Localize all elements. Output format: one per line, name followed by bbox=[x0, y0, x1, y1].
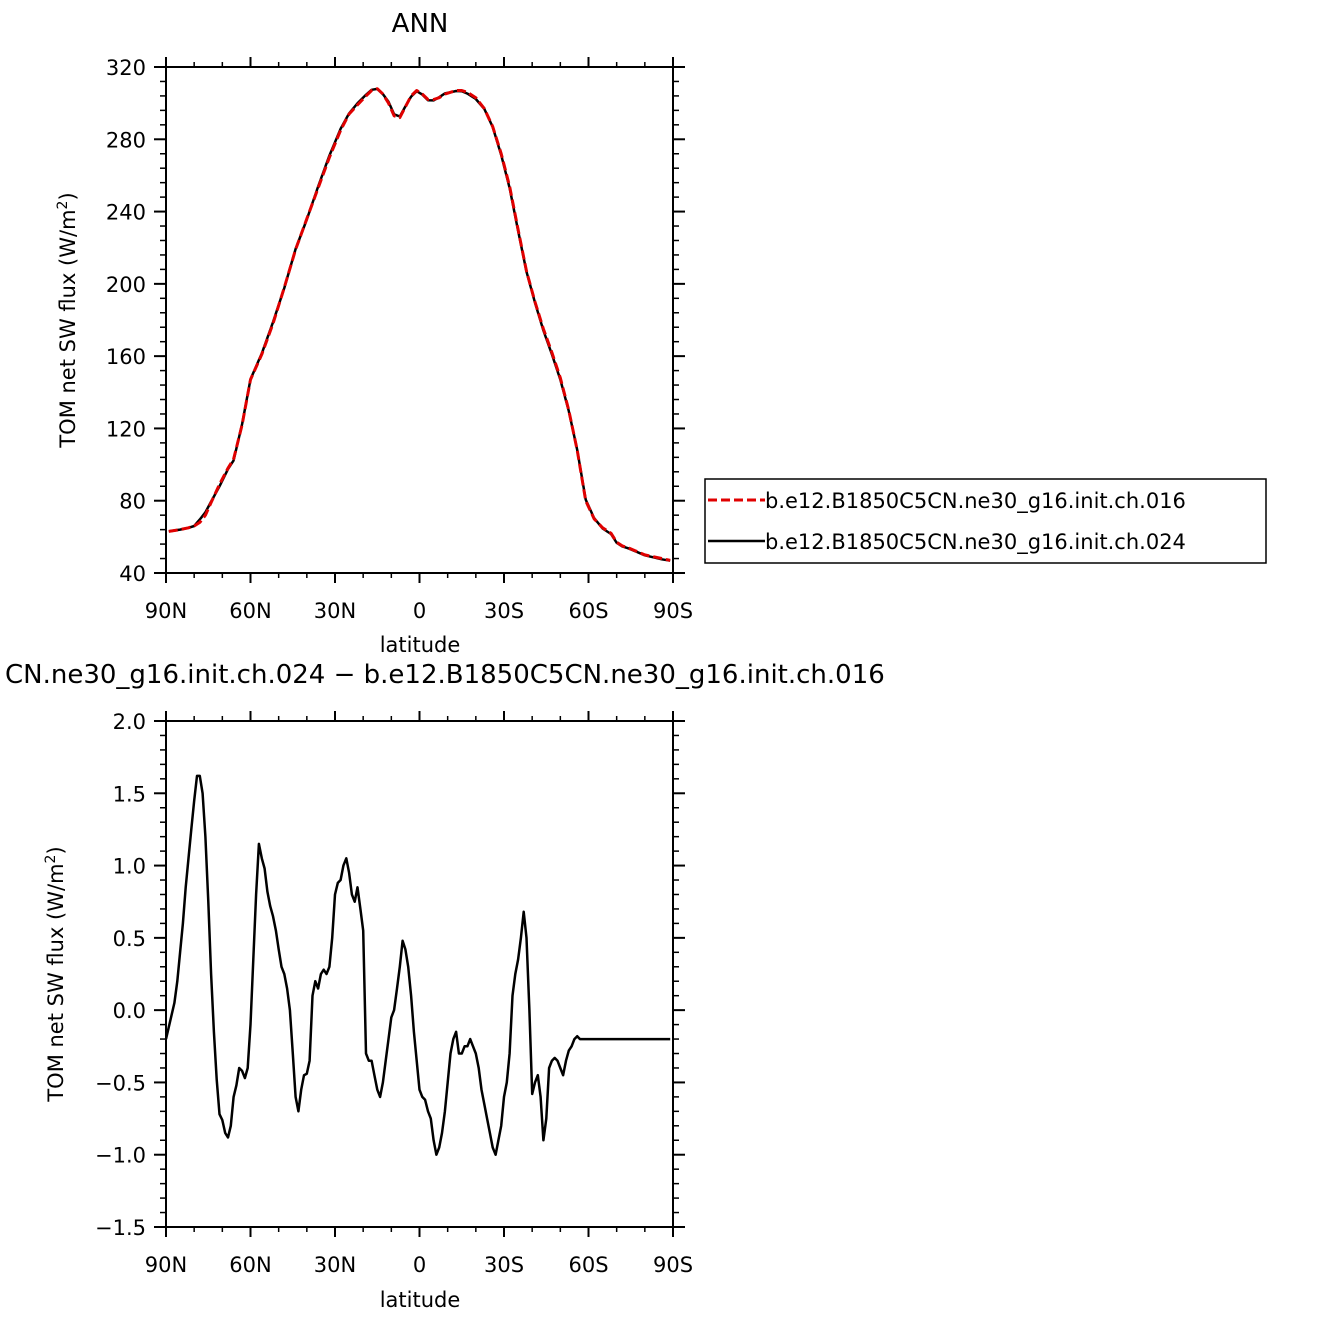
top-y-axis-label-superscript: 2 bbox=[55, 201, 71, 210]
bottom-series-lines bbox=[164, 774, 671, 1156]
bottom-y-axis-label-superscript: 2 bbox=[43, 855, 59, 864]
bottom-plot-frame bbox=[165, 720, 674, 1228]
top-y-axis-label-main: TOM net SW flux (W/m bbox=[56, 209, 80, 448]
legend-box bbox=[704, 478, 1267, 564]
bottom-y-tick-label: −1.0 bbox=[95, 1144, 146, 1168]
bottom-x-tick-label: 90N bbox=[145, 1253, 187, 1277]
top-chart-title: ANN bbox=[392, 9, 449, 39]
top-series-line-024 bbox=[168, 87, 671, 562]
bottom-y-tick-label: 1.5 bbox=[113, 782, 146, 806]
bottom-series-line-difference bbox=[164, 774, 671, 1156]
legend: b.e12.B1850C5CN.ne30_g16.init.ch.016 b.e… bbox=[704, 478, 1267, 564]
top-x-tick-label: 90S bbox=[653, 599, 693, 623]
top-y-tick-label: 80 bbox=[119, 490, 146, 514]
top-y-axis-label-close: ) bbox=[56, 192, 80, 200]
top-axis-ticks: 90N 60N 30N 0 30S 60S 90S 40 80 120 160 200 240 280 32… bbox=[106, 56, 693, 623]
bottom-y-axis-label-close: ) bbox=[44, 846, 68, 854]
bottom-y-axis-label: TOM net SW flux (W/m2) bbox=[43, 846, 68, 1102]
bottom-x-tick-label: 60S bbox=[568, 1253, 608, 1277]
top-y-tick-label: 320 bbox=[106, 56, 146, 80]
bottom-y-tick-label: 0.5 bbox=[113, 927, 146, 951]
bottom-y-tick-label: 0.0 bbox=[113, 999, 146, 1023]
top-plot-frame bbox=[165, 66, 674, 574]
top-series-lines bbox=[168, 87, 671, 562]
top-y-tick-label: 160 bbox=[106, 345, 146, 369]
top-x-tick-label: 60S bbox=[568, 599, 608, 623]
bottom-x-tick-label: 90S bbox=[653, 1253, 693, 1277]
legend-label-ch016: b.e12.B1850C5CN.ne30_g16.init.ch.016 bbox=[765, 489, 1186, 514]
bottom-x-tick-label: 30N bbox=[314, 1253, 356, 1277]
legend-label-ch024: b.e12.B1850C5CN.ne30_g16.init.ch.024 bbox=[765, 530, 1186, 555]
bottom-y-tick-label: −1.5 bbox=[95, 1216, 146, 1240]
top-x-tick-label: 30S bbox=[484, 599, 524, 623]
top-y-tick-label: 40 bbox=[119, 562, 146, 586]
bottom-chart-title: CN.ne30_g16.init.ch.024 − b.e12.B1850C5C… bbox=[5, 660, 885, 690]
bottom-panel: CN.ne30_g16.init.ch.024 − b.e12.B1850C5C… bbox=[5, 660, 885, 1312]
top-y-tick-label: 240 bbox=[106, 201, 146, 225]
bottom-x-tick-label: 60N bbox=[229, 1253, 271, 1277]
top-x-tick-label: 90N bbox=[145, 599, 187, 623]
top-x-axis-label: latitude bbox=[380, 633, 461, 657]
top-y-axis-label: TOM net SW flux (W/m2) bbox=[55, 192, 80, 448]
top-y-tick-label: 120 bbox=[106, 417, 146, 441]
top-y-tick-label: 200 bbox=[106, 273, 146, 297]
top-x-tick-label: 60N bbox=[229, 599, 271, 623]
top-panel: ANN latitude TOM net SW flux (W/m2) 90N 6… bbox=[55, 9, 693, 657]
top-y-tick-label: 280 bbox=[106, 128, 146, 152]
bottom-x-tick-label: 0 bbox=[413, 1253, 426, 1277]
bottom-x-tick-label: 30S bbox=[484, 1253, 524, 1277]
bottom-x-axis-label: latitude bbox=[380, 1288, 461, 1312]
top-x-tick-label: 30N bbox=[314, 599, 356, 623]
top-x-tick-label: 0 bbox=[413, 599, 426, 623]
bottom-y-tick-label: 2.0 bbox=[113, 710, 146, 734]
bottom-axis-ticks: 90N 60N 30N 0 30S 60S 90S −1.5 −1.0 −0.5 0.0 0.5 1.0… bbox=[95, 710, 693, 1277]
bottom-y-tick-label: 1.0 bbox=[113, 855, 146, 879]
top-series-line-016 bbox=[168, 87, 671, 562]
bottom-y-axis-label-main: TOM net SW flux (W/m bbox=[44, 863, 68, 1102]
bottom-y-tick-label: −0.5 bbox=[95, 1071, 146, 1095]
